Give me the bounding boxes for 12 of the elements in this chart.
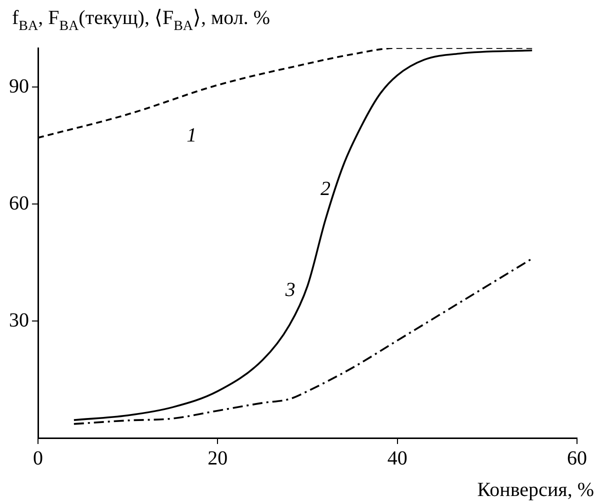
x-tick-label: 0	[33, 447, 43, 470]
annotation: 1	[186, 124, 197, 146]
line-series	[73, 258, 533, 425]
x-tick-label: 40	[387, 447, 408, 470]
x-axis-title: Конверсия, %	[477, 479, 594, 501]
annotation: 3	[284, 279, 296, 302]
y-tick-label: 90	[9, 75, 29, 98]
x-tick-label: 60	[567, 447, 587, 470]
y-tick-label: 60	[9, 192, 29, 214]
y-tick-label: 30	[9, 309, 29, 332]
x-tick-label: 20	[208, 447, 228, 470]
annotation: 2	[320, 178, 330, 200]
